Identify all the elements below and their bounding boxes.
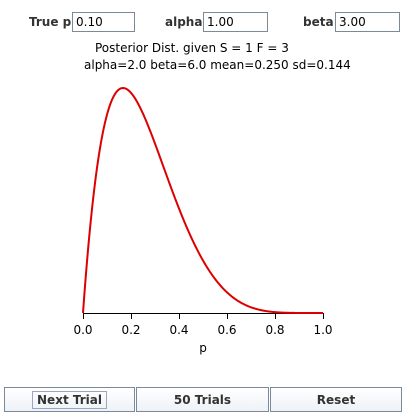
alpha-label: alpha: xyxy=(165,15,208,29)
reset-button[interactable]: Reset xyxy=(270,387,402,412)
x-tick-label: 0.4 xyxy=(169,323,188,337)
beta-input[interactable] xyxy=(335,12,400,32)
fifty-trials-label: 50 Trials xyxy=(173,392,232,407)
x-tick-label: 0.2 xyxy=(121,323,140,337)
x-tick-label: 0.8 xyxy=(265,323,284,337)
x-axis: 0.0 0.2 0.4 0.6 0.8 1.0 xyxy=(73,313,333,337)
fifty-trials-button[interactable]: 50 Trials xyxy=(136,387,269,412)
posterior-title: Posterior Dist. given S = 1 F = 3 xyxy=(95,41,289,55)
beta-label: beta: xyxy=(303,15,339,29)
next-trial-button[interactable]: Next Trial xyxy=(4,387,135,412)
x-tick-label: 0.0 xyxy=(73,323,92,337)
alpha-input[interactable] xyxy=(203,12,268,32)
reset-label: Reset xyxy=(316,392,356,407)
posterior-density-curve xyxy=(82,87,323,314)
true-p-label: True p: xyxy=(29,15,77,29)
x-tick-label: 1.0 xyxy=(313,323,332,337)
true-p-input[interactable] xyxy=(72,12,135,32)
x-tick-label: 0.6 xyxy=(217,323,236,337)
next-trial-label: Next Trial xyxy=(32,390,107,409)
posterior-stats: alpha=2.0 beta=6.0 mean=0.250 sd=0.144 xyxy=(84,58,351,72)
posterior-density-chart: 0.0 0.2 0.4 0.6 0.8 1.0 p xyxy=(73,87,333,355)
x-axis-label: p xyxy=(199,341,207,355)
